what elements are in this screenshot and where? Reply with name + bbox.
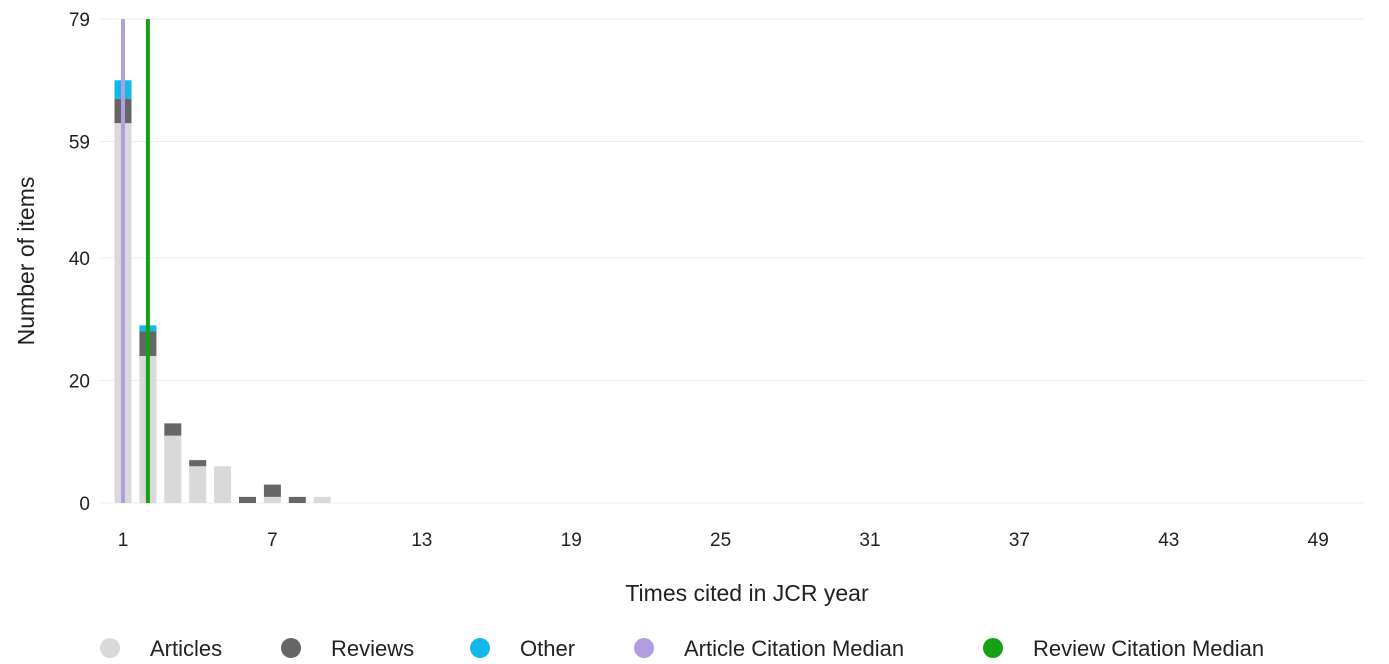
x-tick-label: 1 [118, 530, 129, 551]
bar-reviews [239, 496, 256, 503]
bar-reviews [164, 423, 182, 436]
legend-marker-review-citation-median [983, 638, 1003, 658]
x-tick-label: 37 [1009, 530, 1030, 551]
x-tick-label: 43 [1158, 530, 1179, 551]
x-tick-label: 31 [859, 530, 880, 551]
y-tick-label: 20 [69, 371, 90, 392]
bar-articles [263, 496, 281, 503]
bar-articles [313, 496, 331, 503]
x-axis-title: Times cited in JCR year [625, 580, 869, 606]
y-axis-ticks: 0 20 40 59 79 [69, 10, 90, 515]
x-tick-label: 25 [710, 530, 731, 551]
legend: Articles Reviews Other Article Citation Med… [100, 636, 1264, 661]
x-tick-label: 49 [1308, 530, 1329, 551]
legend-label-articles: Articles [150, 636, 222, 661]
bar-articles [189, 466, 207, 503]
bar-reviews [288, 496, 306, 503]
legend-marker-articles [100, 638, 120, 658]
bar-reviews [189, 460, 207, 467]
legend-label-article-citation-median: Article Citation Median [684, 636, 904, 661]
y-tick-label: 79 [69, 10, 90, 31]
median-lines [121, 19, 150, 503]
bar-reviews [263, 484, 281, 497]
y-axis-title: Number of items [13, 177, 39, 346]
legend-marker-other [470, 638, 490, 658]
legend-label-reviews: Reviews [331, 636, 414, 661]
x-tick-label: 7 [267, 530, 278, 551]
legend-label-other: Other [520, 636, 575, 661]
x-axis-ticks: 1 7 13 19 25 31 37 43 49 [118, 530, 1329, 551]
legend-marker-reviews [281, 638, 301, 658]
grid-lines [100, 18, 1365, 504]
y-tick-label: 59 [69, 133, 90, 154]
y-tick-label: 40 [69, 249, 90, 270]
x-tick-label: 19 [561, 530, 582, 551]
bar-articles [164, 435, 182, 503]
y-tick-label: 0 [79, 494, 90, 515]
legend-label-review-citation-median: Review Citation Median [1033, 636, 1264, 661]
x-tick-label: 13 [411, 530, 432, 551]
legend-marker-article-citation-median [634, 638, 654, 658]
bar-articles [214, 466, 232, 503]
